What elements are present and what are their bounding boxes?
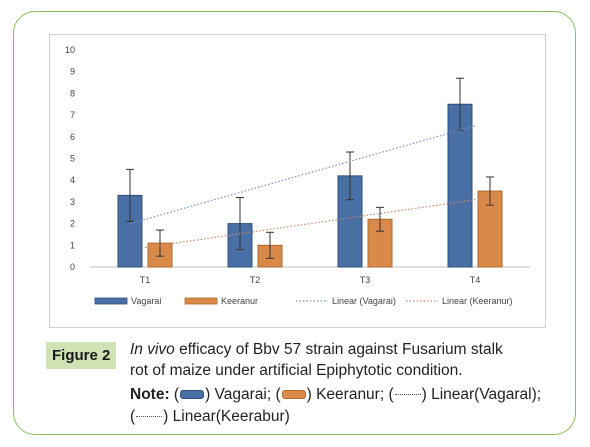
chart-area: 0 1 2 3 4 5 6 7 8 9 10 T1 T2 T3 T4 Vagarai Keeranur Linea… xyxy=(49,34,546,328)
y-tick-label: 4 xyxy=(70,175,75,185)
note-label: Note: xyxy=(130,386,170,403)
x-tick-label: T1 xyxy=(140,275,151,285)
y-tick-label: 5 xyxy=(70,154,75,164)
legend-label: Linear (Keeranur) xyxy=(442,296,513,306)
legend-swatch xyxy=(184,297,218,305)
note-item-linear-keeranur: Linear(Keerabur) xyxy=(172,408,290,425)
legend-label: Keeranur xyxy=(221,296,258,306)
y-tick-label: 9 xyxy=(70,67,75,77)
legend-label: Vagarai xyxy=(131,296,161,306)
note-item-keeranur: Keeranur; xyxy=(316,386,385,403)
caption-line-2: rot of maize under artificial Epiphytoti… xyxy=(130,362,463,379)
x-tick-label: T4 xyxy=(470,275,481,285)
x-tick-label: T2 xyxy=(250,275,261,285)
note-swatch-linear-keeranur xyxy=(136,416,163,418)
note-swatch-linear-vagarai xyxy=(394,394,421,396)
bar-vagarai-t4 xyxy=(447,103,473,268)
note-swatch-keeranur xyxy=(281,390,306,400)
legend-label: Linear (Vagarai) xyxy=(332,296,396,306)
bar-chart: 0 1 2 3 4 5 6 7 8 9 10 T1 T2 T3 T4 Vagarai Keeranur Linea… xyxy=(65,45,530,306)
y-tick-label: 1 xyxy=(70,240,75,250)
caption-italic: In vivo xyxy=(130,341,175,358)
x-tick-label: T3 xyxy=(360,275,371,285)
caption-note: Note: () Vagarai; () Keeranur; () Linear… xyxy=(130,386,542,403)
caption-line-1: In vivo efficacy of Bbv 57 strain agains… xyxy=(130,339,503,360)
trendline-keeranur xyxy=(144,196,491,249)
note-item-vagarai: Vagarai; xyxy=(214,386,272,403)
y-tick-label: 6 xyxy=(70,132,75,142)
y-tick-label: 3 xyxy=(70,197,75,207)
figure-label: Figure 2 xyxy=(46,342,117,369)
y-tick-label: 10 xyxy=(65,45,75,55)
figure-frame xyxy=(13,11,576,435)
y-tick-label: 8 xyxy=(70,88,75,98)
y-tick-label: 0 xyxy=(70,262,75,272)
legend-swatch xyxy=(94,297,128,305)
trendline-vagarai xyxy=(129,125,476,225)
caption-line-1-text: efficacy of Bbv 57 strain against Fusari… xyxy=(174,341,503,358)
y-tick-label: 7 xyxy=(70,110,75,120)
note-item-linear-vagarai: Linear(Vagaral); xyxy=(431,386,542,403)
caption-note-line-2: () Linear(Keerabur) xyxy=(130,408,290,425)
y-tick-label: 2 xyxy=(70,219,75,229)
note-swatch-vagarai xyxy=(180,390,205,400)
